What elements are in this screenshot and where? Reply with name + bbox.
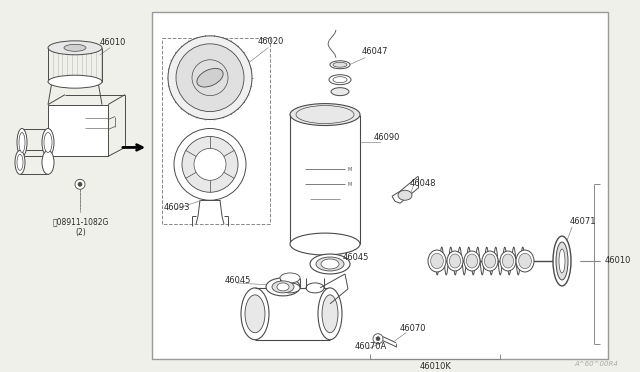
Ellipse shape [280,273,300,283]
Text: 46071: 46071 [570,217,596,226]
Circle shape [376,337,380,341]
Circle shape [182,137,238,192]
Text: 46070: 46070 [400,324,426,333]
Bar [48,105,108,156]
Ellipse shape [17,128,27,156]
Ellipse shape [556,242,568,280]
Ellipse shape [464,251,480,271]
Ellipse shape [467,254,477,268]
Text: 46045: 46045 [343,253,369,262]
Ellipse shape [318,288,342,340]
Ellipse shape [316,257,344,271]
Ellipse shape [17,154,23,170]
Ellipse shape [266,278,300,296]
Ellipse shape [306,283,324,293]
Text: 46010: 46010 [605,257,632,266]
Ellipse shape [42,128,54,156]
Ellipse shape [329,75,351,85]
Ellipse shape [42,150,54,174]
Circle shape [174,128,246,200]
Ellipse shape [277,283,289,291]
Ellipse shape [447,251,463,271]
Ellipse shape [64,44,86,51]
Ellipse shape [280,283,300,293]
Ellipse shape [310,254,350,274]
Ellipse shape [330,61,350,69]
Ellipse shape [272,281,294,293]
Ellipse shape [431,253,444,269]
Ellipse shape [331,88,349,96]
Circle shape [373,334,383,344]
Ellipse shape [333,62,347,67]
Ellipse shape [241,288,269,340]
Text: 46010K: 46010K [420,362,452,371]
Ellipse shape [516,250,534,272]
Ellipse shape [290,104,360,125]
Text: M: M [348,182,352,187]
Ellipse shape [502,254,514,268]
Ellipse shape [44,132,52,153]
Text: A^60^00R4: A^60^00R4 [574,360,618,366]
Text: M: M [348,167,352,172]
Text: 46045: 46045 [225,276,252,285]
Text: 46048: 46048 [410,179,436,188]
Text: 46070A: 46070A [355,342,387,351]
Circle shape [78,182,82,186]
Text: 46020: 46020 [258,37,284,46]
Ellipse shape [553,236,571,286]
Ellipse shape [322,295,338,333]
Ellipse shape [245,295,265,333]
Ellipse shape [398,190,412,200]
Text: ⓝ08911-1082G
(2): ⓝ08911-1082G (2) [53,217,109,237]
Ellipse shape [15,150,25,174]
Circle shape [168,36,252,119]
Ellipse shape [500,251,516,271]
Circle shape [194,148,226,180]
Ellipse shape [518,253,531,269]
Ellipse shape [321,259,339,269]
Bar [152,12,608,359]
Ellipse shape [333,77,347,83]
Circle shape [75,179,85,189]
Ellipse shape [48,75,102,88]
Ellipse shape [484,254,495,268]
Text: 46010: 46010 [100,38,126,47]
Text: 46047: 46047 [362,47,388,56]
Ellipse shape [290,233,360,255]
Circle shape [176,44,244,112]
Ellipse shape [48,41,102,55]
Text: 46090: 46090 [374,133,401,142]
Ellipse shape [449,254,461,268]
Ellipse shape [197,68,223,87]
Text: 46093: 46093 [164,203,191,212]
Ellipse shape [19,132,25,153]
Ellipse shape [428,250,446,272]
Ellipse shape [482,251,498,271]
Ellipse shape [559,249,565,273]
